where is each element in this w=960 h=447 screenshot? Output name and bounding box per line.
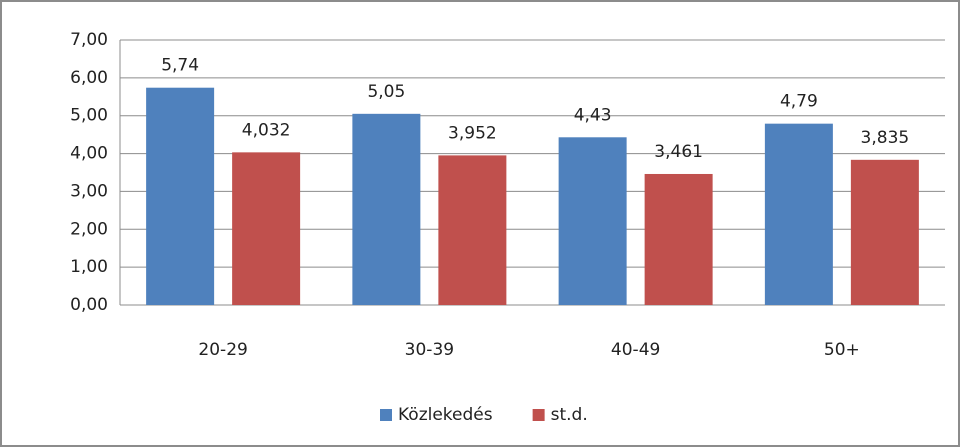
y-tick-label: 6,00 xyxy=(70,68,108,88)
bar xyxy=(558,137,627,305)
y-tick-label: 0,00 xyxy=(70,295,108,315)
x-tick-label: 20-29 xyxy=(198,340,247,360)
legend-swatch xyxy=(380,409,392,421)
y-tick-label: 4,00 xyxy=(70,144,108,164)
bar xyxy=(850,159,919,305)
y-tick-label: 5,00 xyxy=(70,106,108,126)
data-label: 3,461 xyxy=(654,142,703,162)
legend-label: Közlekedés xyxy=(398,405,493,425)
x-tick-label: 30-39 xyxy=(405,340,454,360)
y-tick-label: 3,00 xyxy=(70,181,108,201)
data-label: 4,032 xyxy=(242,120,291,140)
y-tick-label: 7,00 xyxy=(70,30,108,50)
legend-swatch xyxy=(532,409,545,421)
data-label: 5,74 xyxy=(161,56,199,76)
bar xyxy=(438,155,507,305)
y-tick-label: 1,00 xyxy=(70,257,108,277)
data-label: 4,79 xyxy=(780,92,818,112)
data-label: 5,05 xyxy=(367,82,405,102)
bar xyxy=(764,123,833,306)
x-tick-label: 40-49 xyxy=(611,340,660,360)
data-label: 3,835 xyxy=(861,128,910,148)
bar xyxy=(352,113,421,305)
bar xyxy=(232,152,301,305)
bar xyxy=(146,87,215,305)
data-label: 3,952 xyxy=(448,123,497,143)
y-tick-label: 2,00 xyxy=(70,219,108,239)
legend-label: st.d. xyxy=(551,405,588,425)
data-label: 4,43 xyxy=(574,105,612,125)
x-tick-label: 50+ xyxy=(824,340,860,360)
bar xyxy=(644,173,713,305)
